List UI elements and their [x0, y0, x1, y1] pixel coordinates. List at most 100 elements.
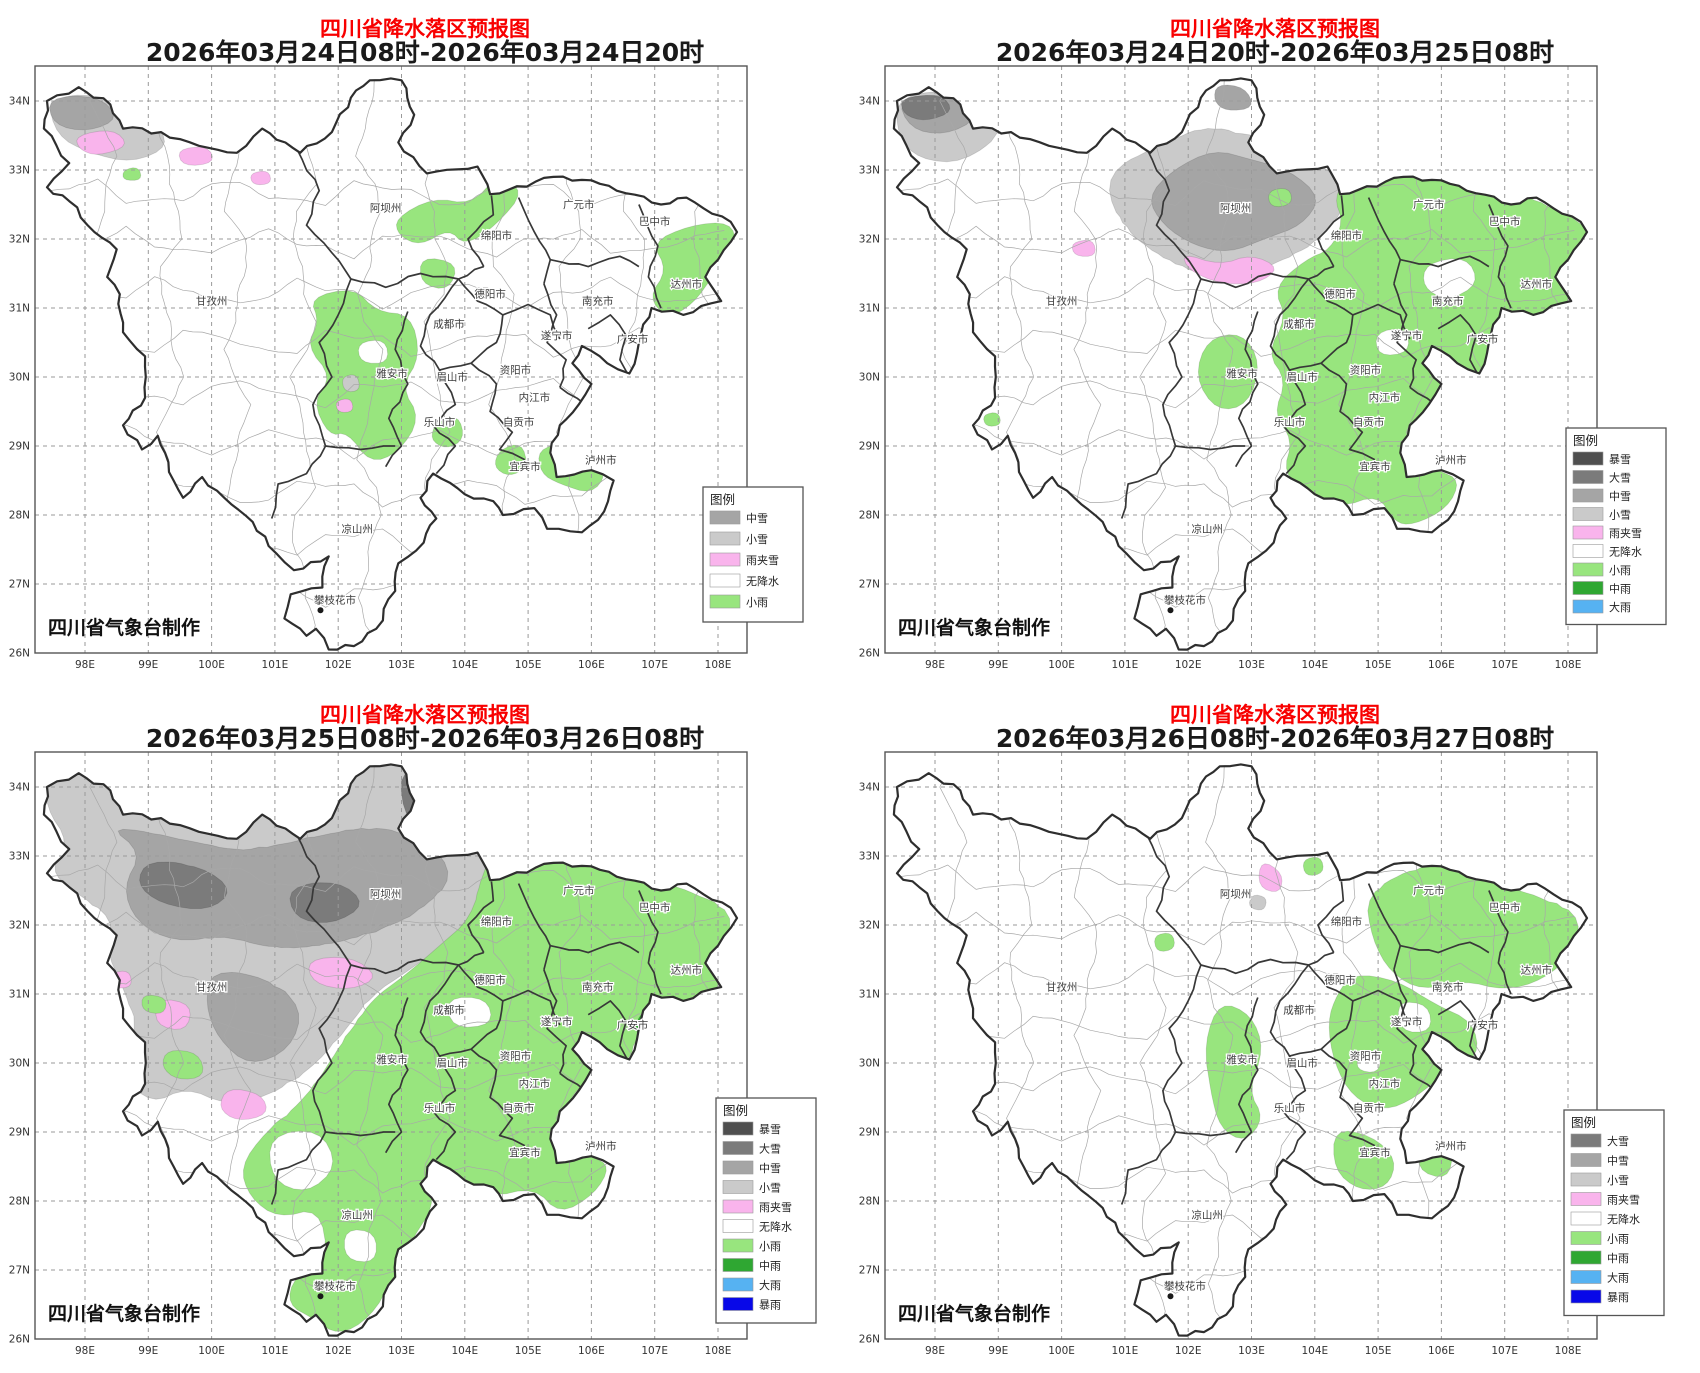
county-line	[1272, 764, 1302, 1336]
prefecture-boundary	[1400, 255, 1490, 268]
prefecture-boundary	[350, 265, 485, 289]
county-line	[893, 178, 1575, 209]
patch-sleet	[308, 956, 373, 989]
legend-swatch-rainstorm	[1570, 1289, 1602, 1304]
county-line	[893, 1212, 1575, 1243]
legend-label: 小雨	[1607, 1233, 1629, 1246]
x-tick: 100E	[1048, 1345, 1075, 1357]
legend-label: 大雪	[1607, 1134, 1629, 1148]
city-label: 乐山市	[424, 1101, 456, 1114]
county-line	[893, 574, 1575, 608]
city-label: 达州市	[671, 277, 703, 290]
city-label: 凉山州	[341, 522, 373, 535]
county-line	[43, 225, 725, 260]
city-label: 南充市	[1432, 981, 1464, 994]
prefecture-boundary	[1234, 997, 1259, 1154]
prefecture-boundary	[1175, 1131, 1246, 1137]
y-tick: 27N	[9, 579, 30, 591]
patch-light-rain	[983, 412, 1001, 427]
x-tick: 104E	[451, 659, 478, 671]
prefecture-boundary	[1175, 445, 1246, 451]
city-label: 巴中市	[1489, 901, 1521, 914]
prefecture-boundary	[1393, 969, 1417, 1074]
legend-title: 图例	[1571, 1115, 1596, 1130]
legend-label: 中雪	[1607, 1155, 1629, 1168]
forecast-panel-2: 四川省降水落区预报图 2026年03月24日20时-2026年03月25日08时 9…	[850, 0, 1700, 686]
city-label: 乐山市	[1274, 1101, 1306, 1114]
y-tick: 32N	[859, 234, 880, 246]
legend-swatch-light-snow	[1572, 507, 1604, 521]
patch-sleet	[220, 1089, 267, 1120]
legend-swatch-heavy-snow	[1572, 470, 1604, 484]
legend-label: 无降水	[1609, 545, 1642, 559]
prefecture-boundaries	[270, 148, 662, 519]
x-tick: 105E	[1365, 1345, 1392, 1357]
y-tick: 27N	[859, 579, 880, 591]
legend-label: 雨夹雪	[759, 1201, 792, 1214]
patch-light-rain	[1302, 856, 1324, 876]
city-label: 广元市	[563, 198, 595, 211]
prefecture-boundary	[270, 278, 352, 519]
x-tick: 107E	[1491, 659, 1518, 671]
legend-swatch-heavy-snow	[722, 1141, 754, 1155]
legend-title: 图例	[723, 1103, 748, 1118]
legend-label: 小雨	[1609, 564, 1631, 577]
city-marker	[317, 607, 324, 614]
legend-swatch-no-precip	[1570, 1211, 1602, 1226]
map-frame	[884, 751, 1598, 1340]
prefecture-boundary	[384, 997, 409, 1154]
city-label: 乐山市	[424, 415, 456, 428]
county-line	[223, 78, 252, 650]
city-label: 泸州市	[585, 1139, 617, 1152]
city-label: 资阳市	[1350, 1050, 1382, 1063]
legend-swatch-light-rain	[1570, 1231, 1602, 1245]
x-tick: 99E	[138, 1345, 158, 1357]
attribution: 四川省气象台制作	[898, 1302, 1050, 1325]
city-label: 阿坝州	[370, 201, 402, 214]
y-tick: 34N	[859, 96, 880, 108]
x-tick: 103E	[388, 659, 415, 671]
county-line	[893, 424, 1575, 460]
prefecture-boundary	[550, 255, 640, 268]
city-label: 广元市	[1413, 884, 1445, 897]
y-tick: 28N	[859, 1196, 880, 1208]
prefecture-boundary	[296, 148, 352, 280]
county-line	[1073, 78, 1102, 650]
y-tick: 31N	[9, 989, 30, 1001]
city-label: 阿坝州	[370, 887, 402, 900]
legend-label: 无降水	[759, 1220, 792, 1234]
y-tick: 33N	[9, 851, 30, 863]
province-outline	[892, 763, 1589, 1337]
province-outline	[42, 77, 739, 651]
prefecture-boundary	[296, 834, 352, 966]
county-line	[893, 225, 1575, 260]
city-label: 雅安市	[1226, 367, 1258, 380]
city-label: 凉山州	[341, 1208, 373, 1221]
city-label: 阿坝州	[1220, 887, 1252, 900]
county-line	[1205, 78, 1235, 650]
city-label: 南充市	[582, 295, 614, 308]
y-tick: 33N	[859, 851, 880, 863]
x-tick: 104E	[1301, 659, 1328, 671]
patch-sleet	[1071, 239, 1096, 257]
city-label: 资阳市	[500, 364, 532, 377]
y-tick: 29N	[859, 441, 880, 453]
prefecture-boundary	[1320, 1048, 1376, 1147]
y-tick: 32N	[9, 920, 30, 932]
prefecture-boundary	[432, 369, 457, 475]
prefecture-boundary	[587, 1000, 631, 1064]
prefecture-boundary	[1320, 362, 1376, 461]
city-label: 绵阳市	[481, 229, 513, 242]
prefecture-boundary	[419, 964, 504, 1057]
city-label: 泸州市	[1435, 1139, 1467, 1152]
patch-light-rain	[1315, 815, 1346, 845]
x-tick: 104E	[451, 1345, 478, 1357]
patch-moderate-snow	[117, 827, 449, 949]
map-frame	[884, 65, 1598, 654]
prefecture-boundary	[1400, 941, 1490, 954]
city-label: 达州市	[1521, 277, 1553, 290]
x-tick: 98E	[75, 659, 95, 671]
forecast-panel-4: 四川省降水落区预报图 2026年03月26日08时-2026年03月27日08时 9…	[850, 686, 1700, 1372]
